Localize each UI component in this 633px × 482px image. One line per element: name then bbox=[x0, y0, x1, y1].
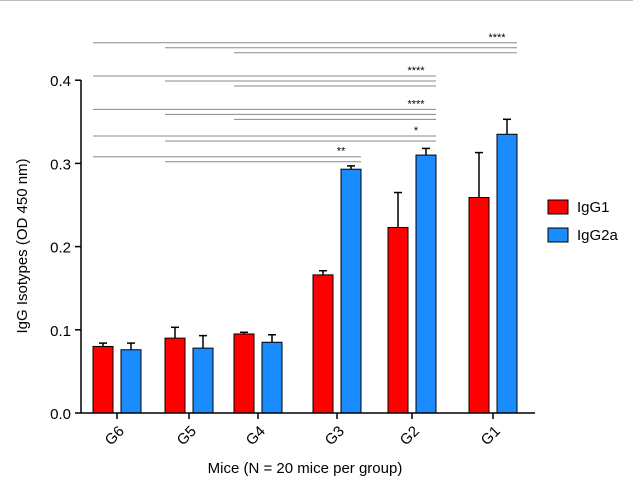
bar-igg2a-g2 bbox=[415, 154, 437, 414]
bar-igg1-g2 bbox=[387, 226, 409, 414]
significance-label: ** bbox=[337, 146, 346, 158]
legend-swatch-igg1 bbox=[547, 199, 569, 215]
y-tick-label: 0.3 bbox=[50, 156, 71, 173]
y-tick-label: 0.0 bbox=[50, 406, 71, 423]
x-tick-label: G5 bbox=[174, 423, 200, 449]
y-tick-label: 0.2 bbox=[50, 240, 71, 257]
legend-label-igg2a: IgG2a bbox=[577, 227, 619, 244]
x-tick-label: G4 bbox=[243, 423, 269, 449]
bar-igg2a-g3 bbox=[340, 168, 362, 414]
top-divider bbox=[0, 0, 633, 1]
bar-igg2a-g4 bbox=[261, 341, 283, 414]
x-tick-label: G6 bbox=[102, 423, 128, 449]
y-tick-label: 0.1 bbox=[50, 323, 71, 340]
x-tick-label: G1 bbox=[478, 423, 504, 449]
y-tick-label: 0.4 bbox=[50, 73, 71, 90]
significance-label: * bbox=[414, 125, 419, 137]
bar-igg1-g5 bbox=[164, 337, 186, 414]
bar-igg2a-g5 bbox=[192, 347, 214, 414]
bar-igg1-g3 bbox=[312, 274, 334, 414]
x-tick-label: G2 bbox=[397, 423, 423, 449]
significance-brackets: *************** bbox=[93, 32, 517, 163]
bar-igg2a-g6 bbox=[120, 349, 142, 414]
bar-igg1-g6 bbox=[92, 345, 114, 414]
bar-igg1-g1 bbox=[468, 197, 490, 414]
significance-label: **** bbox=[407, 65, 425, 77]
legend-label-igg1: IgG1 bbox=[577, 199, 610, 216]
legend-swatch-igg2a bbox=[547, 227, 569, 243]
axes bbox=[80, 80, 535, 414]
significance-label: **** bbox=[488, 32, 506, 44]
legend: IgG1 IgG2a bbox=[547, 199, 619, 244]
y-axis-label: IgG Isotypes (OD 450 nm) bbox=[14, 158, 31, 333]
x-axis-label: Mice (N = 20 mice per group) bbox=[208, 460, 403, 477]
bar-igg1-g4 bbox=[233, 333, 255, 414]
significance-label: **** bbox=[407, 98, 425, 110]
bar-igg2a-g1 bbox=[496, 133, 518, 414]
x-tick-label: G3 bbox=[322, 423, 348, 449]
bars bbox=[92, 118, 518, 414]
